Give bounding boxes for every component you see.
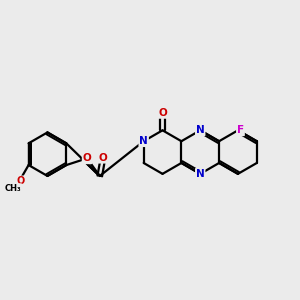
Text: O: O [16, 176, 25, 186]
Text: O: O [82, 153, 91, 163]
Text: N: N [139, 136, 148, 146]
Text: O: O [99, 153, 107, 163]
Text: O: O [158, 108, 167, 118]
Text: N: N [196, 125, 205, 135]
Text: F: F [237, 125, 244, 135]
Text: CH₃: CH₃ [4, 184, 21, 193]
Text: N: N [196, 169, 205, 179]
